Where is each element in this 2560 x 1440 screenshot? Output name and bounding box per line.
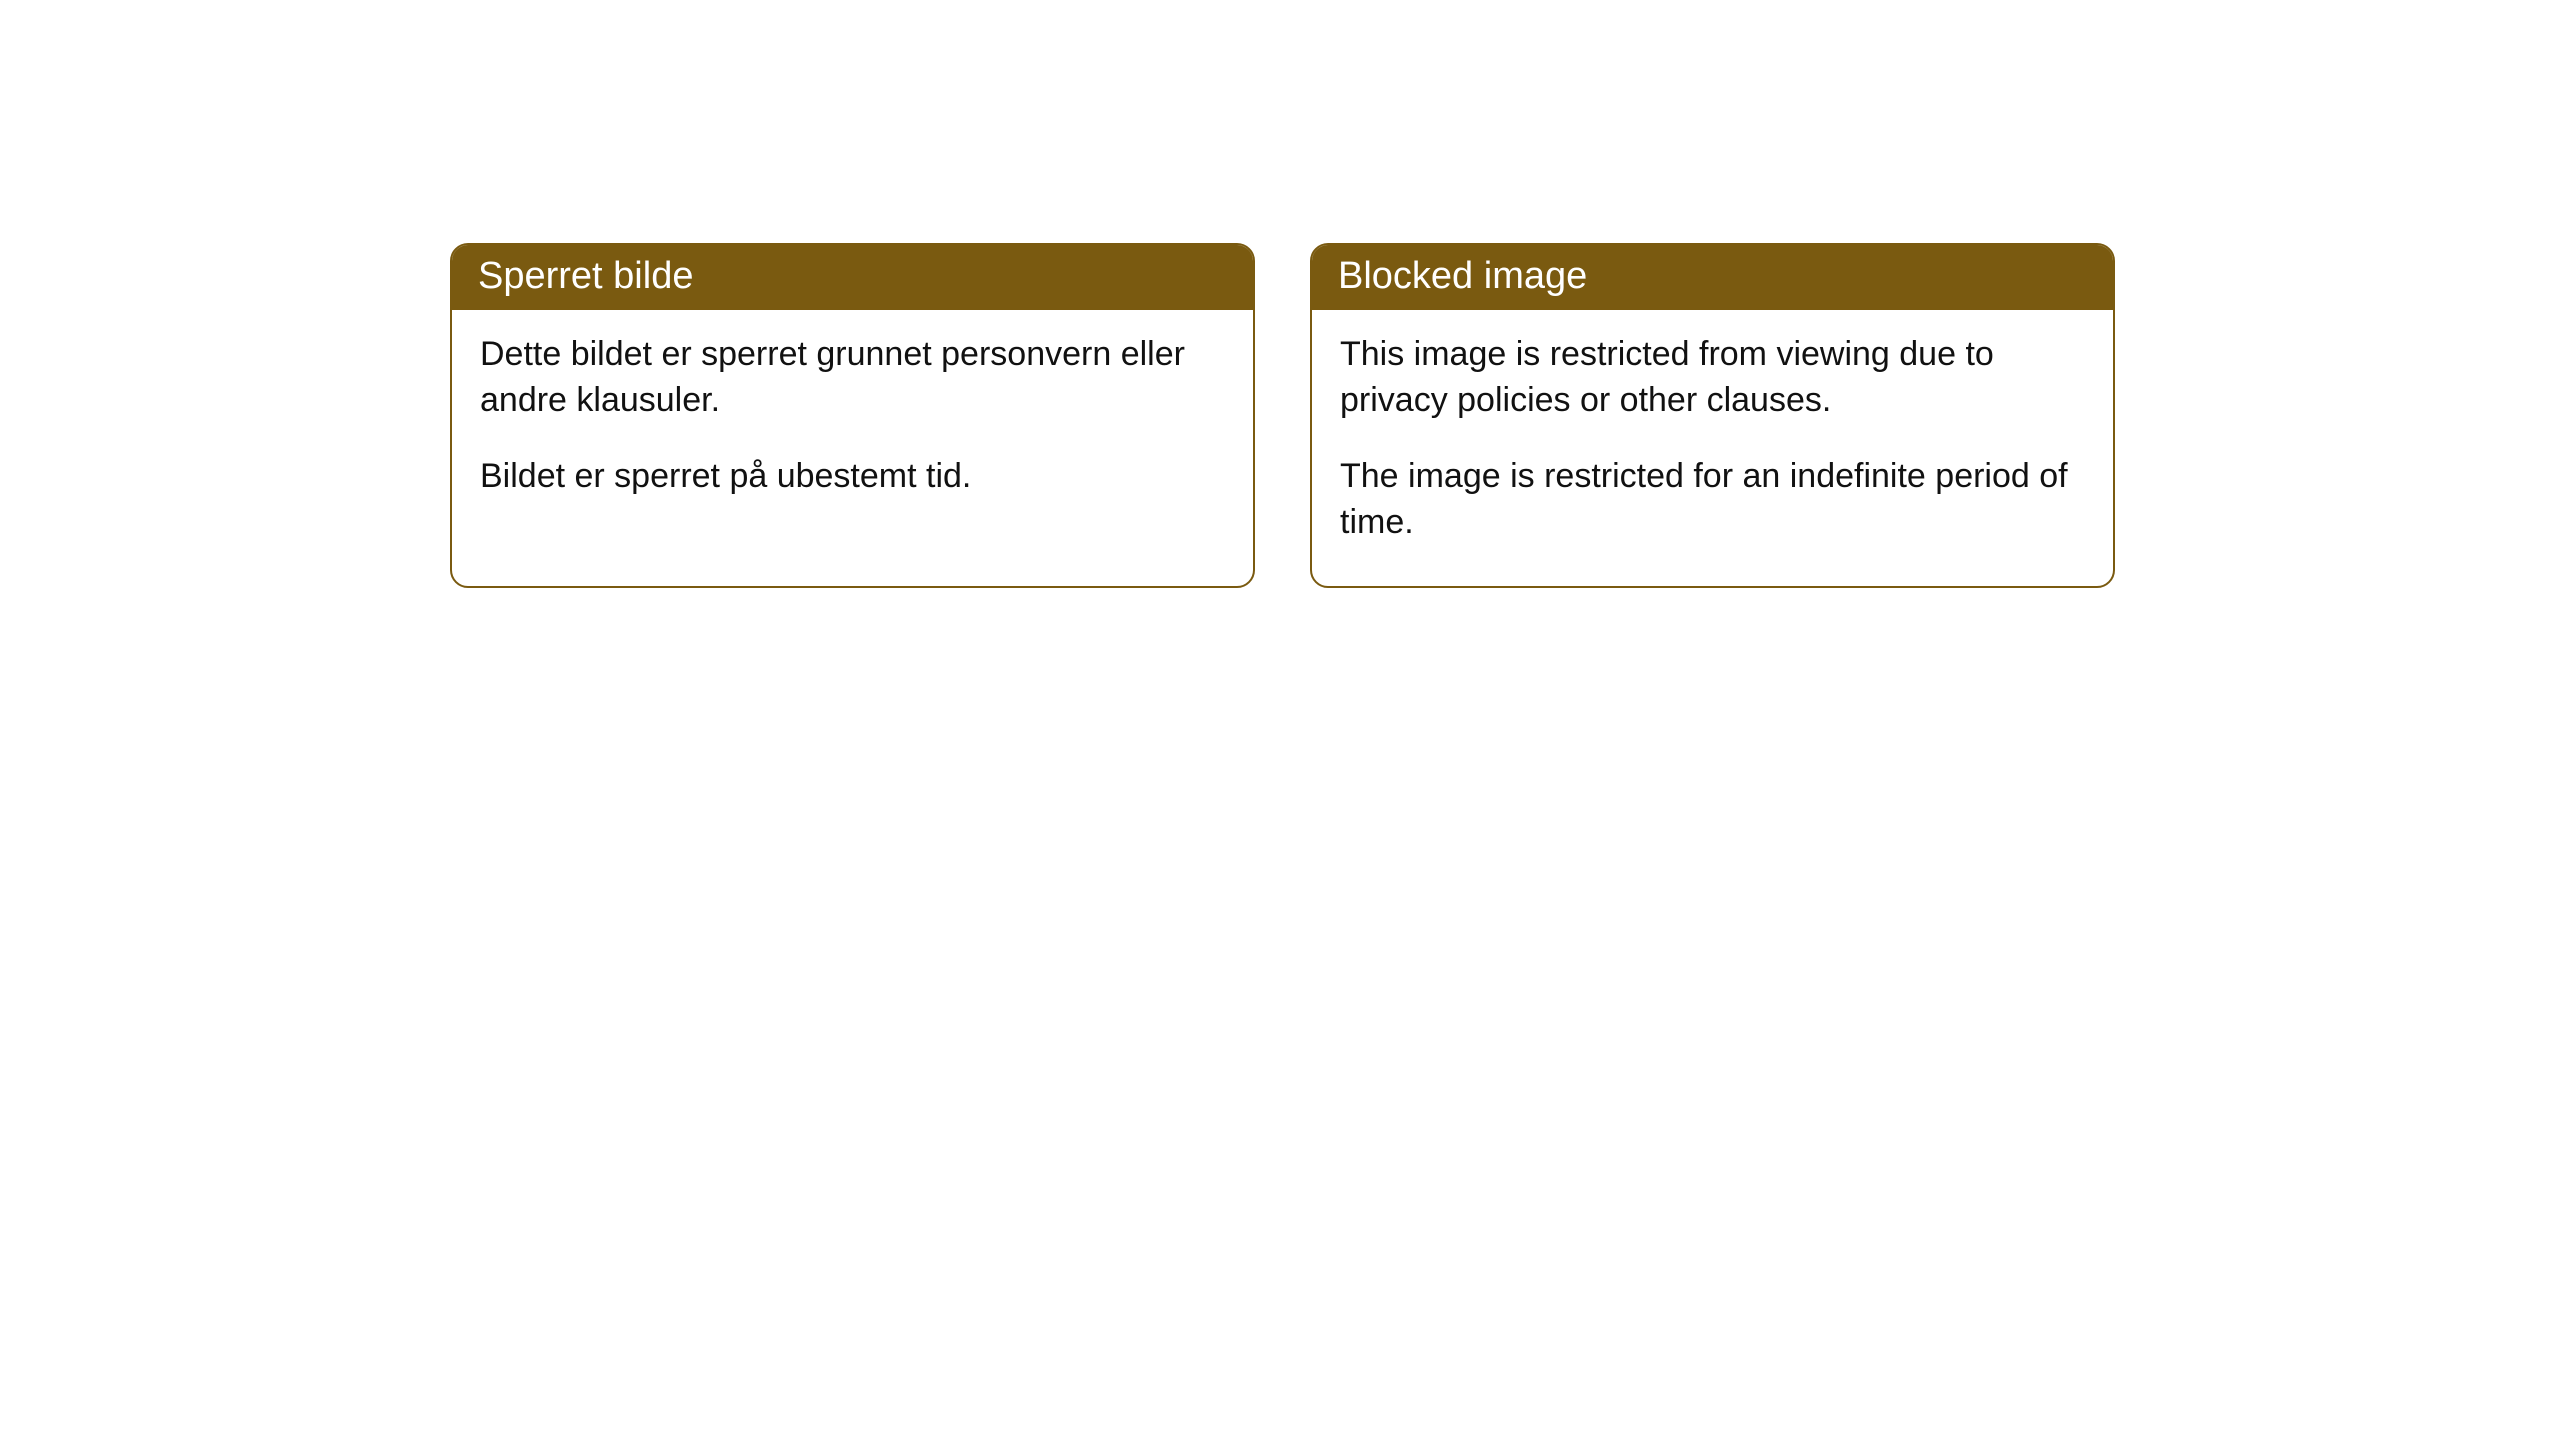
card-paragraph: Bildet er sperret på ubestemt tid. [480, 454, 1225, 500]
blocked-image-card-norwegian: Sperret bilde Dette bildet er sperret gr… [450, 243, 1255, 588]
card-header: Blocked image [1312, 245, 2113, 310]
cards-container: Sperret bilde Dette bildet er sperret gr… [0, 0, 2560, 588]
card-body: This image is restricted from viewing du… [1312, 310, 2113, 586]
card-header: Sperret bilde [452, 245, 1253, 310]
card-body: Dette bildet er sperret grunnet personve… [452, 310, 1253, 540]
card-title: Blocked image [1338, 255, 1587, 297]
blocked-image-card-english: Blocked image This image is restricted f… [1310, 243, 2115, 588]
card-paragraph: This image is restricted from viewing du… [1340, 332, 2085, 424]
card-title: Sperret bilde [478, 255, 693, 297]
card-paragraph: Dette bildet er sperret grunnet personve… [480, 332, 1225, 424]
card-paragraph: The image is restricted for an indefinit… [1340, 454, 2085, 546]
